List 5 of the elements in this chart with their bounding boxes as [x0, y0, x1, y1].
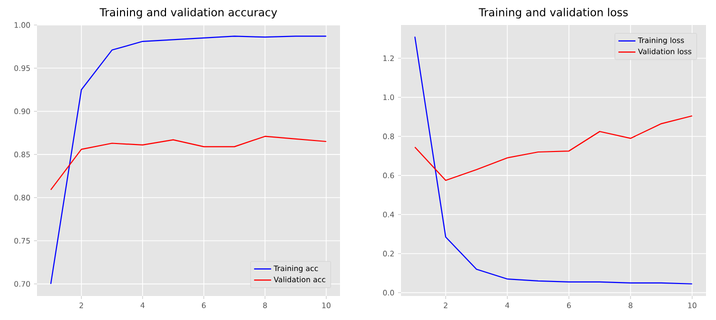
chart-title: Training and validation accuracy: [100, 8, 278, 19]
chart-title: Training and validation loss: [478, 8, 628, 18]
line-series: [414, 36, 693, 284]
line-series: [414, 115, 693, 181]
line-series: [50, 136, 327, 190]
